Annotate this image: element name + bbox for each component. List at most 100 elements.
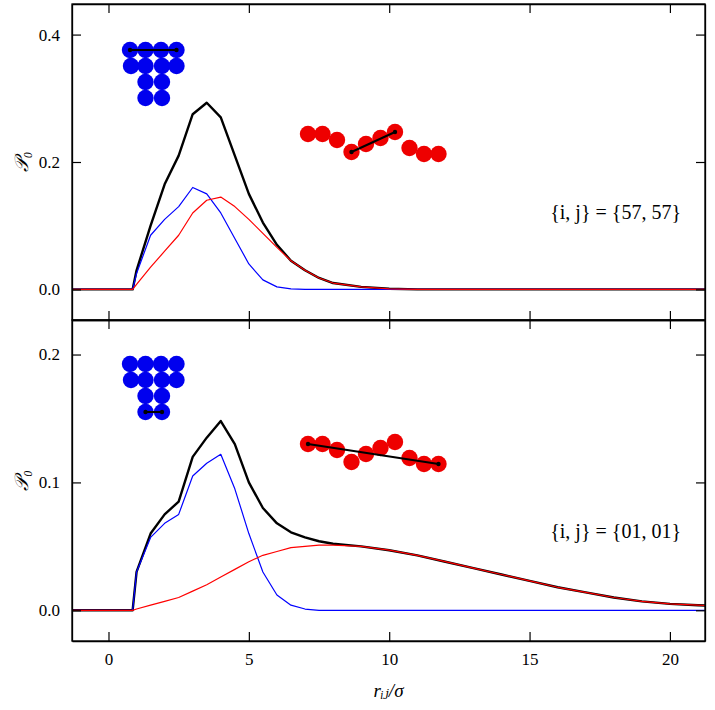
tick-label: 0.4 [39,26,61,45]
tick [108,311,109,320]
panel: 051015200.00.10.2 [39,320,715,669]
tick-label: 20 [662,650,679,669]
blue-bead [123,58,139,74]
blue-bead [154,388,170,404]
tick [249,320,250,329]
axis-line [705,5,706,321]
distance-bar [352,132,396,152]
axis-line [73,320,706,321]
tick-mark [72,610,81,611]
tick: 0.2 [39,153,81,172]
blue-bead [122,356,138,372]
axis-line [73,4,706,5]
blue-bead [123,372,139,388]
distance-bar [308,444,439,464]
axis-line [73,641,706,642]
bar-end [349,150,353,154]
tick: 0.4 [39,26,81,45]
tick [249,311,250,320]
tick-mark [72,34,81,35]
tick-label: 10 [381,650,398,669]
bar-end [143,410,147,414]
bar-end [306,442,310,446]
blue-bead [154,372,170,388]
blue-bead [137,388,153,404]
tick-mark [529,311,530,320]
tick-mark [72,482,81,483]
tick-mark [529,632,530,641]
red-bead [343,454,359,470]
blue-bead [137,58,153,74]
bar-end [393,130,397,134]
blue-bead [137,74,153,90]
blue-bead [168,58,184,74]
tick-label: 0.2 [39,345,60,364]
x-axis-top [73,320,706,329]
tick [530,320,531,329]
axis-line [72,321,73,642]
tick-mark [389,320,390,329]
red-bead [387,124,403,140]
tick-mark [249,4,250,13]
tick-label: 0.2 [39,153,60,172]
red-bead [430,146,446,162]
tick [530,311,531,320]
tick-mark [696,354,705,355]
tick [696,35,705,36]
tick-mark [696,289,705,290]
tick-mark [670,311,671,320]
molecule-icons [122,42,447,162]
series-line [72,103,705,290]
tick: 10 [381,632,398,669]
molecule-icons [122,356,447,472]
tick-mark [670,4,671,13]
distance-bar [146,411,163,413]
tick [696,289,705,290]
blue-bead [137,90,153,106]
annotation: {i, j} = {57, 57} [550,201,681,224]
blue-bead [168,356,184,372]
series-line [72,545,705,610]
red-bead [358,136,374,152]
blue-bead [154,58,170,74]
tick-mark [389,311,390,320]
tick [530,4,531,13]
series-line [72,187,705,289]
tick-mark [696,610,705,611]
figure: 0.00.20.4𝒫₀{i, j} = {57, 57}051015200.00… [0,0,715,710]
tick [696,355,705,356]
blue-bead [137,356,153,372]
tick: 15 [522,632,539,669]
tick-mark [249,320,250,329]
series-line [72,197,705,289]
tick-mark [696,34,705,35]
tick [389,311,390,320]
red-bead [387,434,403,450]
plot-frame [72,4,705,320]
tick [696,162,705,163]
x-axis [73,311,706,321]
plot-area [72,421,705,610]
bar-end [160,410,164,414]
x-axis: 0 5 10 15 20 [73,632,706,669]
tick-mark [108,320,109,329]
tick [249,4,250,13]
tick: 20 [662,632,679,669]
tick-label: 0.1 [39,473,60,492]
tick-mark [108,4,109,13]
annotation: {i, j} = {01, 01} [550,520,681,543]
red-bead [300,126,316,142]
tick: 0 [105,632,114,669]
y-axis-title: 𝒫₀ [11,470,32,491]
blue-bead [168,372,184,388]
tick [670,320,671,329]
tick [108,4,109,13]
tick [389,320,390,329]
tick-label: 0.0 [39,280,60,299]
blue-bead [137,372,153,388]
tick: 5 [245,632,254,669]
tick-mark [529,320,530,329]
tick-mark [108,311,109,320]
tick: 0.2 [39,345,81,364]
blue-bead [154,90,170,106]
